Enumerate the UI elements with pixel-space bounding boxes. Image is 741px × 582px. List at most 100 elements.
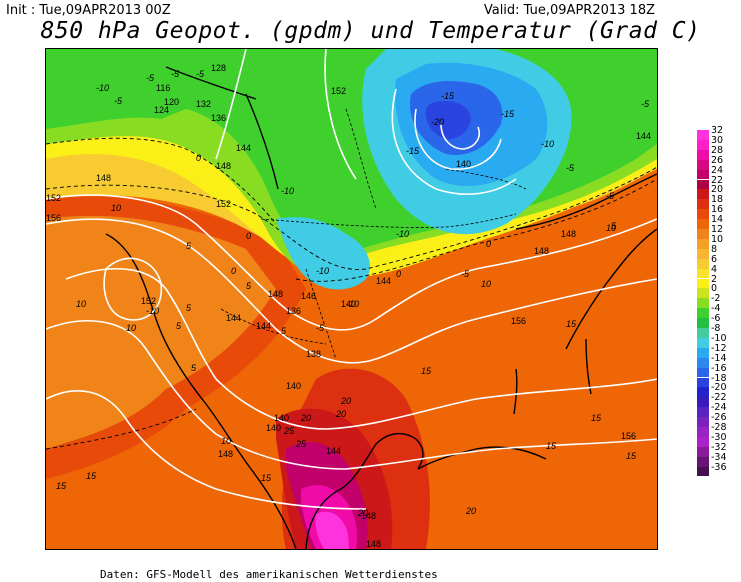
temp-label: -5 <box>171 69 180 79</box>
legend-label: -24 <box>711 402 727 414</box>
temp-label: 25 <box>295 439 307 449</box>
map-canvas: 128 116 120 124 132 136 144 148 152 152 … <box>46 49 657 549</box>
legend-label: 2 <box>711 273 718 285</box>
legend-swatch <box>697 258 709 269</box>
height-label: 152 <box>331 86 346 96</box>
temp-label: -10 <box>346 299 359 309</box>
temp-label: 20 <box>335 409 346 419</box>
height-label: 116 <box>156 83 170 93</box>
temperature-labels: -5 -10 -5 -5 -5 -10 -15 -20 -15 -15 -10 … <box>56 69 650 518</box>
legend-label: -8 <box>711 323 721 334</box>
borders <box>220 108 527 360</box>
legend-label: 16 <box>711 204 724 216</box>
legend-swatch <box>697 456 709 467</box>
height-label: 144 <box>236 143 251 153</box>
temp-label: 5 <box>186 241 192 251</box>
height-label: 152 <box>216 199 231 209</box>
field-blue-core <box>425 101 471 139</box>
legend-label: 6 <box>711 253 718 265</box>
height-label: 148 <box>561 229 576 239</box>
legend-label: 30 <box>711 134 724 146</box>
legend-swatch <box>697 268 709 279</box>
height-label: 148 <box>96 173 111 183</box>
temp-label: 0 <box>396 269 401 279</box>
height-label: 144 <box>376 276 391 286</box>
field-cyan-plains <box>276 217 370 290</box>
temp-label: 5 <box>281 326 287 336</box>
legend-swatch <box>697 248 709 259</box>
temp-label: 0 <box>486 239 491 249</box>
height-label: 156 <box>621 431 636 441</box>
temp-label: 15 <box>626 451 637 461</box>
legend-label: -32 <box>711 441 727 453</box>
height-label: 152 <box>141 296 156 306</box>
legend-swatch <box>697 139 709 150</box>
legend-swatch <box>697 377 709 388</box>
temp-label: 15 <box>86 471 97 481</box>
temp-label: 5 <box>191 363 197 373</box>
temp-label: 15 <box>566 319 577 329</box>
legend-swatch <box>697 466 709 477</box>
temp-label: 15 <box>421 366 432 376</box>
temp-label: 20 <box>340 396 351 406</box>
temp-label: 5 <box>176 321 182 331</box>
legend-label: 8 <box>711 243 718 255</box>
height-label: 144 <box>636 131 651 141</box>
legend-label: -4 <box>711 303 721 315</box>
temp-label: 5 <box>186 303 192 313</box>
temp-label: 10 <box>606 223 616 233</box>
coastlines <box>105 66 657 549</box>
temp-label: -10 <box>316 266 329 276</box>
temp-label: -10 <box>146 306 159 316</box>
temp-label: 10 <box>76 299 86 309</box>
temp-label: -10 <box>281 186 294 196</box>
field-pink-core <box>315 511 349 549</box>
legend-swatch <box>697 169 709 180</box>
legend-swatch <box>697 328 709 338</box>
geopotential-contours <box>46 49 657 510</box>
temp-label: 10 <box>126 323 136 333</box>
legend-label: -18 <box>711 372 727 384</box>
legend-swatch <box>697 199 709 210</box>
height-label: 140 <box>286 381 301 391</box>
height-label: 148 <box>218 449 233 459</box>
weather-map: 128 116 120 124 132 136 144 148 152 152 … <box>45 48 658 550</box>
height-label: 148 <box>366 539 381 549</box>
height-label: 144 <box>326 446 341 456</box>
temp-label: 0 <box>231 266 236 276</box>
legend-label: 32 <box>711 125 724 136</box>
temp-label: 0 <box>196 153 201 163</box>
temp-label: 5 <box>246 281 252 291</box>
legend-swatch <box>697 417 709 427</box>
temp-label: 0 <box>246 231 251 241</box>
temp-label: 15 <box>56 481 67 491</box>
temp-label: 10 <box>481 279 491 289</box>
height-label: 146 <box>301 291 316 301</box>
legend-label: -16 <box>711 362 727 374</box>
legend-label: 0 <box>711 283 718 295</box>
legend-swatch <box>697 149 709 160</box>
legend-label: -22 <box>711 392 727 404</box>
header-valid: Valid: Tue,09APR2013 18Z <box>483 3 655 18</box>
height-label: 144 <box>256 321 271 331</box>
legend-swatch <box>697 130 709 140</box>
temp-label: -10 <box>96 83 109 93</box>
legend-swatch <box>697 179 709 190</box>
height-label: 148 <box>361 511 376 521</box>
legend-swatch <box>697 367 709 378</box>
temp-label: -15 <box>441 91 455 101</box>
legend-label: -10 <box>711 332 727 344</box>
temp-label: 15 <box>261 473 272 483</box>
legend-label: 22 <box>711 174 724 186</box>
data-source-footer: Daten: GFS-Modell des amerikanischen Wet… <box>100 568 438 581</box>
height-label: 132 <box>196 99 211 109</box>
temp-label: 5 <box>611 221 617 231</box>
legend-swatch <box>697 347 709 358</box>
legend-label: -6 <box>711 313 721 325</box>
height-label: 144 <box>226 313 241 323</box>
legend-swatch <box>697 318 709 328</box>
legend-label: -28 <box>711 422 727 433</box>
legend-label: 14 <box>711 214 724 226</box>
temp-label: -10 <box>396 229 409 239</box>
height-label: 148 <box>268 289 283 299</box>
